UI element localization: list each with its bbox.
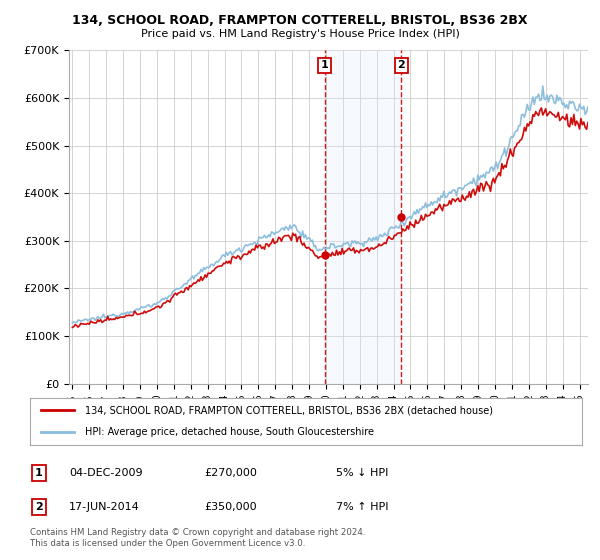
Bar [325,50,401,384]
Text: £270,000: £270,000 [204,468,257,478]
Text: 1: 1 [35,468,43,478]
Text: Price paid vs. HM Land Registry's House Price Index (HPI): Price paid vs. HM Land Registry's House … [140,29,460,39]
Text: HPI: Average price, detached house, South Gloucestershire: HPI: Average price, detached house, Sout… [85,427,374,437]
Text: 17-JUN-2014: 17-JUN-2014 [69,502,140,512]
Text: 134, SCHOOL ROAD, FRAMPTON COTTERELL, BRISTOL, BS36 2BX (detached house): 134, SCHOOL ROAD, FRAMPTON COTTERELL, BR… [85,405,493,416]
Text: £350,000: £350,000 [204,502,257,512]
Text: 04-DEC-2009: 04-DEC-2009 [69,468,143,478]
Text: 134, SCHOOL ROAD, FRAMPTON COTTERELL, BRISTOL, BS36 2BX: 134, SCHOOL ROAD, FRAMPTON COTTERELL, BR… [72,14,528,27]
Text: Contains HM Land Registry data © Crown copyright and database right 2024.
This d: Contains HM Land Registry data © Crown c… [30,528,365,548]
Text: 1: 1 [321,60,328,71]
Text: 7% ↑ HPI: 7% ↑ HPI [336,502,389,512]
Text: 2: 2 [397,60,405,71]
Text: 2: 2 [35,502,43,512]
Text: 5% ↓ HPI: 5% ↓ HPI [336,468,388,478]
